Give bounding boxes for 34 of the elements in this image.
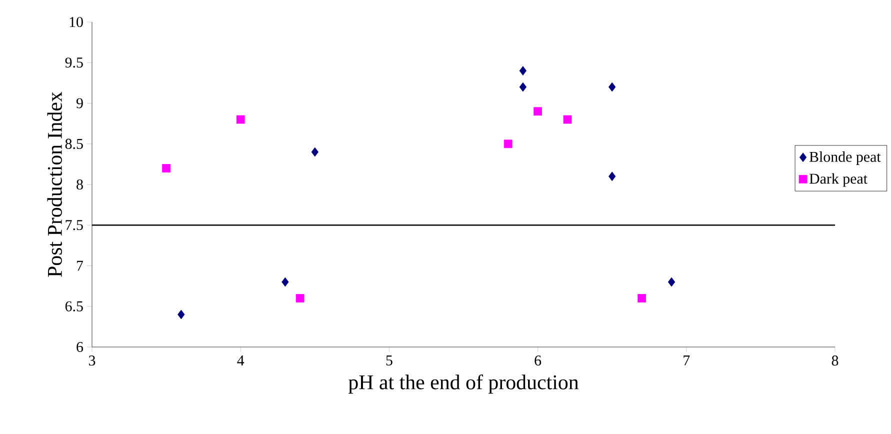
x-tick-label: 7 — [684, 356, 690, 366]
x-tick-label: 8 — [832, 356, 838, 366]
point — [519, 66, 527, 76]
y-tick-label: 9 — [76, 98, 83, 108]
x-tick-label: 5 — [386, 356, 392, 366]
point — [534, 107, 542, 116]
y-tick-label: 8.5 — [65, 138, 83, 149]
point — [296, 294, 304, 302]
y-tick-label: 6.5 — [65, 301, 83, 312]
point — [162, 164, 170, 172]
point — [504, 140, 512, 148]
point — [311, 147, 318, 157]
x-tick-label: 6 — [534, 356, 542, 366]
point — [668, 277, 676, 287]
point — [608, 82, 616, 92]
y-tick-label: 6 — [76, 342, 84, 352]
y-tick-label: 10 — [70, 16, 83, 28]
legend-label: Blonde peat — [809, 151, 881, 165]
point — [282, 277, 289, 287]
x-tick-label: 4 — [237, 356, 244, 366]
y-axis-title: Post Production Index — [47, 92, 62, 277]
point — [519, 82, 527, 92]
y-tick-label: 7.5 — [66, 220, 83, 230]
x-axis-title: pH at the end of production — [348, 374, 579, 394]
point — [608, 172, 616, 182]
point — [563, 115, 572, 124]
y-tick-label: 9.5 — [65, 58, 83, 68]
point — [178, 310, 185, 320]
point — [638, 294, 646, 302]
y-tick-label: 8 — [76, 179, 83, 190]
point — [236, 115, 245, 124]
x-tick-label: 3 — [88, 356, 96, 366]
y-tick-label: 7 — [76, 260, 84, 271]
legend-label: Dark peat — [809, 173, 868, 187]
